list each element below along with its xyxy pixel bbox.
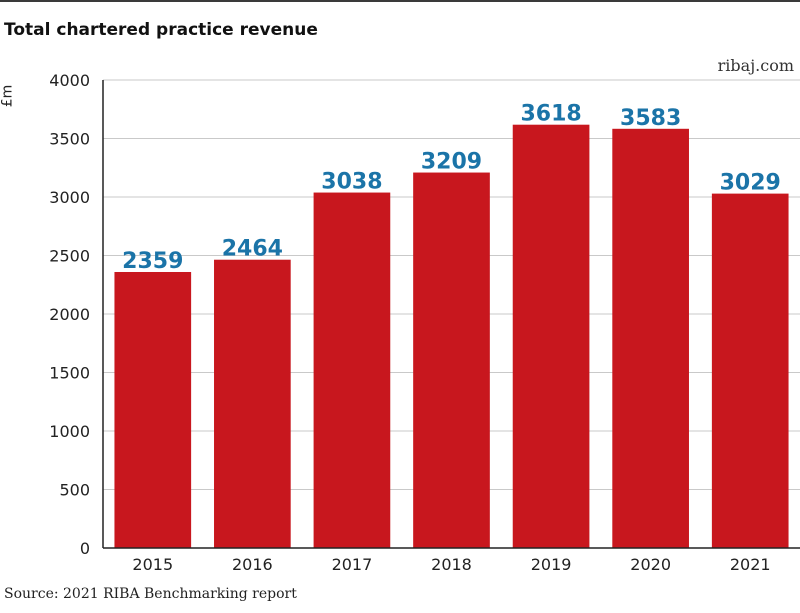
data-label: 3618 [520,102,581,127]
y-tick-label: 2500 [49,247,90,266]
chart-title: Total chartered practice revenue [4,20,318,40]
data-label: 3583 [620,106,681,131]
y-tick-label: 1500 [49,364,90,383]
y-tick-label: 3500 [49,130,90,149]
y-tick-label: 500 [59,481,90,500]
bar [313,192,391,548]
y-tick-label: 3000 [49,188,90,207]
bar [214,259,291,548]
x-tick-label: 2018 [431,555,472,574]
x-tick-label: 2020 [630,555,671,574]
x-tick-label: 2017 [332,555,373,574]
x-tick-label: 2016 [232,555,273,574]
x-tick-label: 2021 [730,555,771,574]
y-tick-label: 2000 [49,305,90,324]
y-tick-label: 1000 [49,422,90,441]
top-rule [0,0,800,2]
y-tick-label: 4000 [49,71,90,90]
bar [413,172,490,548]
source-note: Source: 2021 RIBA Benchmarking report [4,586,297,602]
data-label: 3029 [720,171,781,196]
bar [512,124,590,548]
data-label: 3209 [421,150,482,175]
site-credit: ribaj.com [717,56,794,75]
bar [711,193,789,548]
x-tick-label: 2015 [132,555,173,574]
y-tick-label: 0 [80,539,90,558]
bar [612,128,689,548]
data-label: 3038 [321,170,382,195]
bar [114,271,192,548]
x-tick-label: 2019 [531,555,572,574]
data-label: 2464 [222,237,283,262]
data-label: 2359 [122,249,183,274]
